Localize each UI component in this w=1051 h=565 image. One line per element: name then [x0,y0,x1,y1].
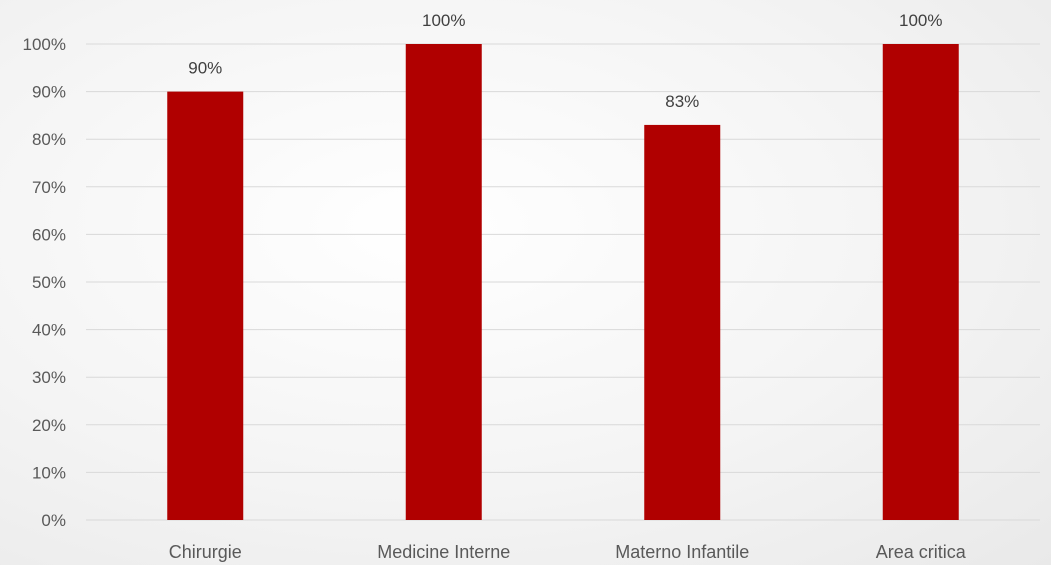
x-axis-category-labels: Chirurgie Medicine Interne Materno Infanti… [169,542,967,562]
data-label: 90% [188,59,222,78]
y-tick-label: 80% [32,130,66,149]
bar [882,44,959,520]
x-category-label: Chirurgie [169,542,242,562]
gridlines [86,43,1040,521]
y-tick-label: 10% [32,463,66,482]
y-tick-label: 60% [32,225,66,244]
data-label: 100% [422,11,465,30]
data-labels: 90% 100% 83% 100% [188,11,942,111]
data-label: 83% [665,92,699,111]
y-tick-label: 70% [32,178,66,197]
y-tick-label: 50% [32,273,66,292]
y-axis-tick-labels: 0% 10% 20% 30% 40% 50% 60% 70% 80% 90% 100% [23,35,66,530]
x-category-label: Materno Infantile [615,542,749,562]
bar [644,124,721,521]
x-category-label: Medicine Interne [377,542,510,562]
data-label: 100% [899,11,942,30]
y-tick-label: 20% [32,416,66,435]
y-tick-label: 0% [41,511,66,530]
bar [167,91,244,520]
y-tick-label: 100% [23,35,66,54]
y-tick-label: 90% [32,83,66,102]
bars [167,44,959,521]
y-tick-label: 30% [32,368,66,387]
x-category-label: Area critica [876,542,967,562]
bar [405,44,482,520]
y-tick-label: 40% [32,321,66,340]
